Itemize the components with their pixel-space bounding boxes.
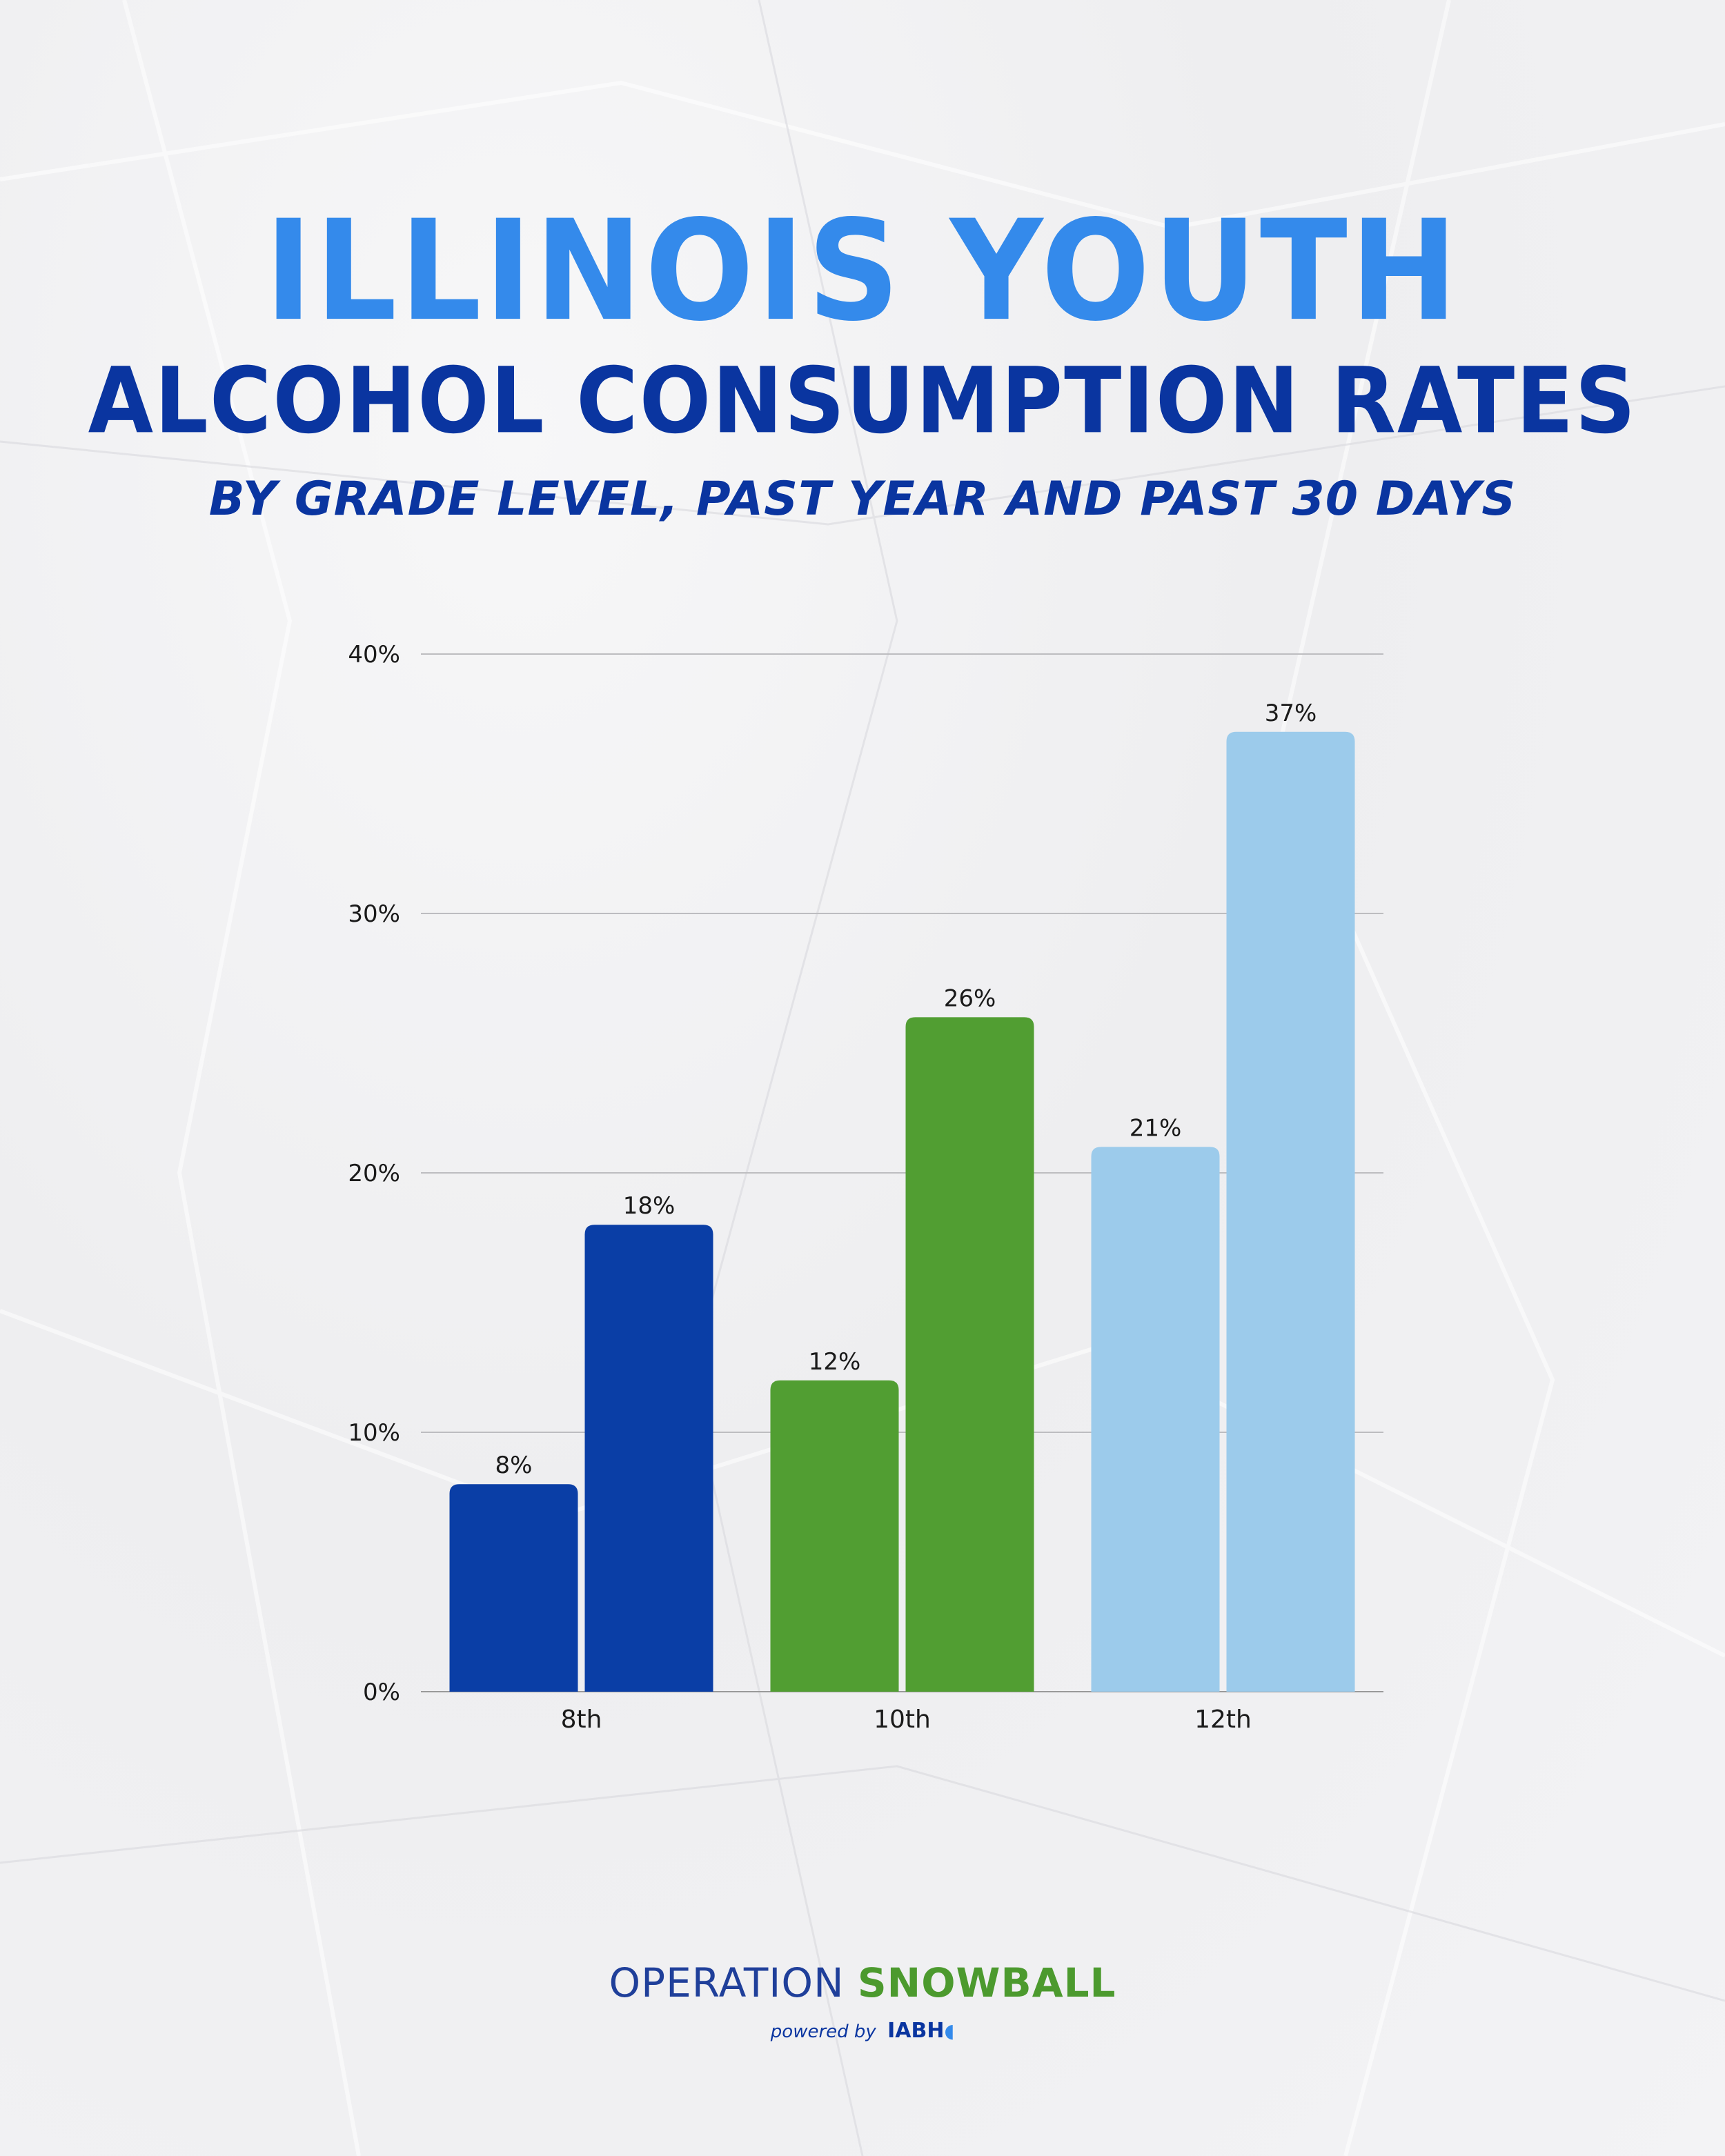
data-label: 37%	[1265, 700, 1317, 727]
brand-operation: OPERATION	[609, 1959, 845, 2006]
powered-by-text: powered by	[770, 2021, 876, 2042]
data-label: 12%	[809, 1348, 861, 1376]
data-label: 18%	[623, 1192, 676, 1220]
brand-snowball: SNOWBALL	[857, 1959, 1116, 2006]
title-line-2: ALCOHOL CONSUMPTION RATES	[88, 348, 1637, 454]
data-label: 8%	[495, 1452, 533, 1479]
x-category-label: 10th	[874, 1705, 931, 1734]
data-label: 26%	[944, 985, 996, 1012]
bar-12th-series-2	[1226, 731, 1355, 1692]
y-tick-label: 10%	[348, 1419, 400, 1447]
data-label: 21%	[1130, 1114, 1182, 1142]
operation-snowball-logo: OPERATION SNOWBALL	[0, 1959, 1725, 2006]
water-drop-icon: ◖	[944, 2019, 955, 2042]
x-category-label: 8th	[561, 1705, 602, 1734]
bar-8th-series-2	[584, 1225, 713, 1692]
bar-12th-series-1	[1091, 1147, 1220, 1692]
powered-by: powered by IABH◖	[0, 2019, 1725, 2043]
subtitle: BY GRADE LEVEL, PAST YEAR AND PAST 30 DA…	[208, 472, 1517, 526]
footer-branding: OPERATION SNOWBALL powered by IABH◖	[0, 1959, 1725, 2043]
bar-10th-series-2	[905, 1017, 1034, 1692]
title-line-1: ILLINOIS YOUTH	[264, 190, 1461, 352]
y-tick-label: 20%	[348, 1160, 400, 1187]
iabh-logo: IABH	[887, 2019, 945, 2043]
bar-8th-series-1	[449, 1484, 578, 1692]
y-tick-label: 40%	[348, 641, 400, 669]
y-tick-label: 30%	[348, 900, 400, 928]
x-category-label: 12th	[1194, 1705, 1252, 1734]
y-tick-label: 0%	[363, 1679, 400, 1706]
bar-10th-series-1	[770, 1380, 899, 1692]
